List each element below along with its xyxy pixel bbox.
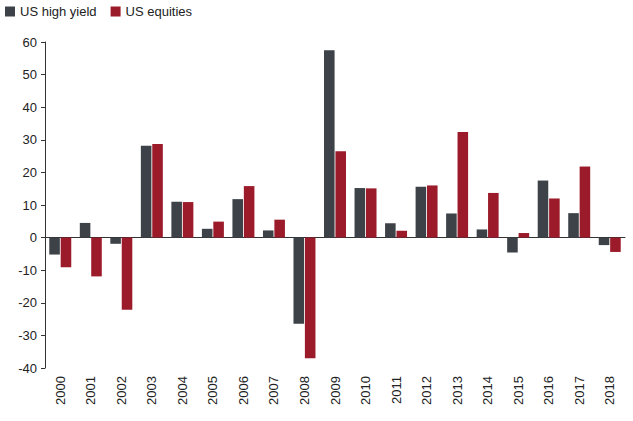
svg-text:2011: 2011 xyxy=(389,376,404,404)
svg-text:2015: 2015 xyxy=(511,376,526,405)
svg-text:2001: 2001 xyxy=(83,376,98,405)
svg-text:40: 40 xyxy=(23,100,37,115)
svg-text:2013: 2013 xyxy=(450,376,465,405)
svg-text:-30: -30 xyxy=(18,328,37,343)
svg-text:2005: 2005 xyxy=(205,376,220,405)
svg-text:10: 10 xyxy=(23,198,37,213)
svg-text:2002: 2002 xyxy=(114,376,129,405)
svg-text:20: 20 xyxy=(23,165,37,180)
svg-text:2009: 2009 xyxy=(328,376,343,405)
svg-text:2006: 2006 xyxy=(236,376,251,405)
svg-text:US equities: US equities xyxy=(126,4,193,19)
svg-text:-10: -10 xyxy=(18,263,37,278)
svg-text:2003: 2003 xyxy=(144,376,159,405)
svg-text:2004: 2004 xyxy=(175,376,190,405)
svg-text:50: 50 xyxy=(23,67,37,82)
svg-text:-20: -20 xyxy=(18,295,37,310)
svg-text:30: 30 xyxy=(23,132,37,147)
svg-text:2000: 2000 xyxy=(53,376,68,405)
svg-text:2012: 2012 xyxy=(419,376,434,405)
svg-text:2014: 2014 xyxy=(480,376,495,405)
svg-text:2008: 2008 xyxy=(297,376,312,405)
svg-text:0: 0 xyxy=(30,230,37,245)
svg-text:2010: 2010 xyxy=(358,376,373,405)
svg-text:2016: 2016 xyxy=(541,376,556,405)
svg-text:-40: -40 xyxy=(18,361,37,376)
svg-text:2007: 2007 xyxy=(266,376,281,405)
svg-text:60: 60 xyxy=(23,35,37,50)
svg-text:2018: 2018 xyxy=(602,376,617,405)
svg-text:2017: 2017 xyxy=(572,376,587,405)
svg-text:US high yield: US high yield xyxy=(20,4,97,19)
